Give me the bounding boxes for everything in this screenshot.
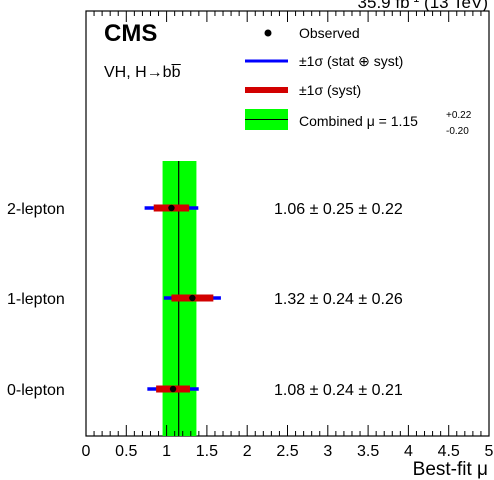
value-labels: 1.06 ± 0.25 ± 0.22 1.32 ± 0.24 ± 0.26 1.08… <box>274 201 403 399</box>
legend: Observed ±1σ (stat ⊕ syst) ±1σ (syst) Co… <box>245 25 472 137</box>
legend-combined-up: +0.22 <box>446 110 472 121</box>
x-tick-label: 4.5 <box>438 443 460 460</box>
category-labels: 2-lepton 1-lepton 0-lepton <box>7 201 65 399</box>
process-label: VH, H→bb̅ <box>104 63 181 81</box>
legend-observed-marker <box>264 29 272 37</box>
x-tick-label: 0 <box>82 443 91 460</box>
data-points <box>144 204 221 393</box>
x-tick-label: 2 <box>243 443 252 460</box>
x-axis-title: Best-fit μ <box>413 459 488 480</box>
legend-total-label: ±1σ (stat ⊕ syst) <box>299 53 403 69</box>
observed-point <box>189 294 196 302</box>
x-tick-label: 4 <box>404 443 413 460</box>
value-label: 1.08 ± 0.24 ± 0.21 <box>274 382 403 399</box>
value-label: 1.06 ± 0.25 ± 0.22 <box>274 201 403 218</box>
legend-observed-label: Observed <box>299 25 360 41</box>
category-label: 2-lepton <box>7 201 65 218</box>
value-label: 1.32 ± 0.24 ± 0.26 <box>274 291 403 308</box>
x-tick-label: 2.5 <box>276 443 298 460</box>
x-tick-label: 3.5 <box>357 443 379 460</box>
x-tick-label: 5 <box>485 443 494 460</box>
observed-point <box>168 204 175 212</box>
category-label: 0-lepton <box>7 382 65 399</box>
observed-point <box>169 385 177 393</box>
x-tick-label: 1 <box>162 443 171 460</box>
cms-label: CMS <box>104 20 157 47</box>
legend-combined-down: -0.20 <box>446 126 469 137</box>
x-tick-label: 3 <box>323 443 332 460</box>
luminosity-header: 35.9 fb-1 (13 TeV) <box>358 0 488 12</box>
legend-syst-label: ±1σ (syst) <box>299 82 361 98</box>
legend-combined-label: Combined μ = 1.15 <box>299 113 418 129</box>
category-label: 1-lepton <box>7 291 65 308</box>
x-axis: 0 0.5 1 1.5 2 2.5 3 3.5 4 4.5 5 <box>82 11 494 460</box>
x-tick-label: 0.5 <box>115 443 137 460</box>
x-tick-label: 1.5 <box>196 443 218 460</box>
